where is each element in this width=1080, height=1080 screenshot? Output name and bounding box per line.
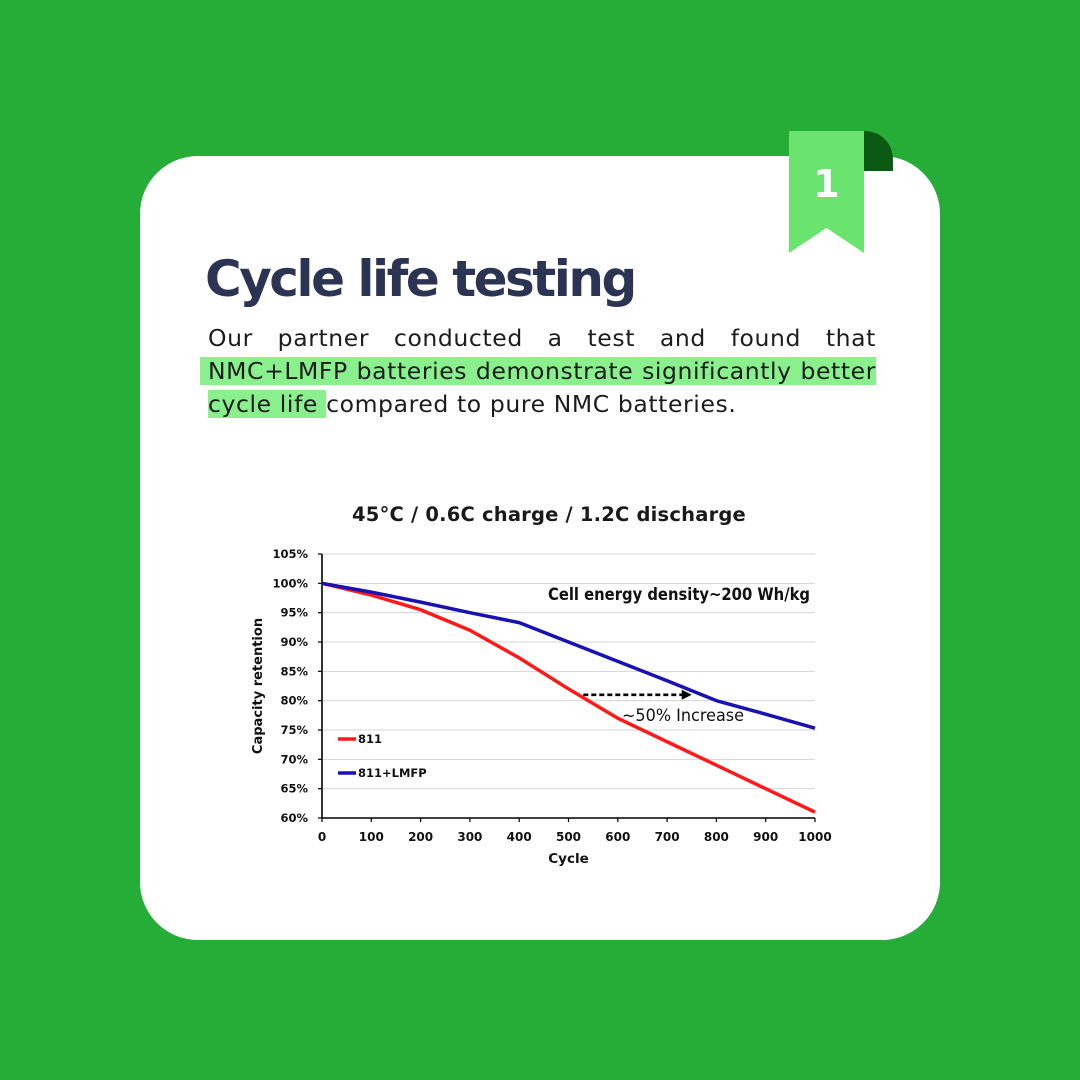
- density-annotation: Cell energy density~200 Wh/kg: [548, 585, 810, 605]
- badge-fold: [864, 131, 893, 171]
- y-tick-label: 85%: [280, 664, 308, 678]
- arrow-head: [681, 689, 692, 700]
- x-tick-label: 300: [457, 830, 482, 844]
- badge-ribbon: [789, 131, 864, 253]
- legend-label: 811: [358, 732, 382, 746]
- y-tick-label: 60%: [280, 811, 308, 825]
- x-tick-label: 900: [753, 830, 778, 844]
- y-tick-label: 70%: [280, 752, 308, 766]
- x-axis-label: Cycle: [548, 851, 589, 867]
- x-tick-label: 800: [704, 830, 729, 844]
- badge-number: 1: [813, 162, 840, 206]
- y-tick-label: 75%: [280, 723, 308, 737]
- page-title: Cycle life testing: [205, 250, 637, 308]
- x-tick-label: 1000: [798, 830, 831, 844]
- description-text-end: compared to pure NMC batteries.: [318, 390, 737, 418]
- x-tick-label: 0: [318, 830, 326, 844]
- series-line-811: [321, 581, 816, 814]
- x-tick-label: 100: [359, 830, 384, 844]
- series-line-811-lmfp: [321, 581, 816, 730]
- x-tick-label: 500: [556, 830, 581, 844]
- description-paragraph: Our partner conducted a test and found t…: [208, 322, 876, 421]
- legend-label: 811+LMFP: [358, 766, 427, 780]
- x-tick-label: 200: [408, 830, 433, 844]
- description-text: Our partner conducted a test and found t…: [208, 324, 876, 352]
- y-tick-label: 80%: [280, 694, 308, 708]
- y-tick-label: 90%: [280, 635, 308, 649]
- capacity-retention-chart: 60% 65% 70% 75% 80% 85% 90% 95% 100% 105% 0 100 200 3…: [251, 547, 832, 867]
- y-tick-label: 65%: [280, 782, 308, 796]
- x-tick-label: 400: [507, 830, 532, 844]
- x-tick-label: 600: [605, 830, 630, 844]
- increase-annotation: ~50% Increase: [622, 706, 744, 725]
- y-tick-label: 100%: [272, 576, 308, 590]
- y-tick-label: 95%: [280, 606, 308, 620]
- chart-title: 45°C / 0.6C charge / 1.2C discharge: [352, 503, 746, 526]
- y-axis-label: Capacity retention: [251, 618, 266, 754]
- number-badge: [789, 131, 893, 253]
- y-tick-label: 105%: [272, 547, 308, 561]
- x-tick-label: 700: [655, 830, 680, 844]
